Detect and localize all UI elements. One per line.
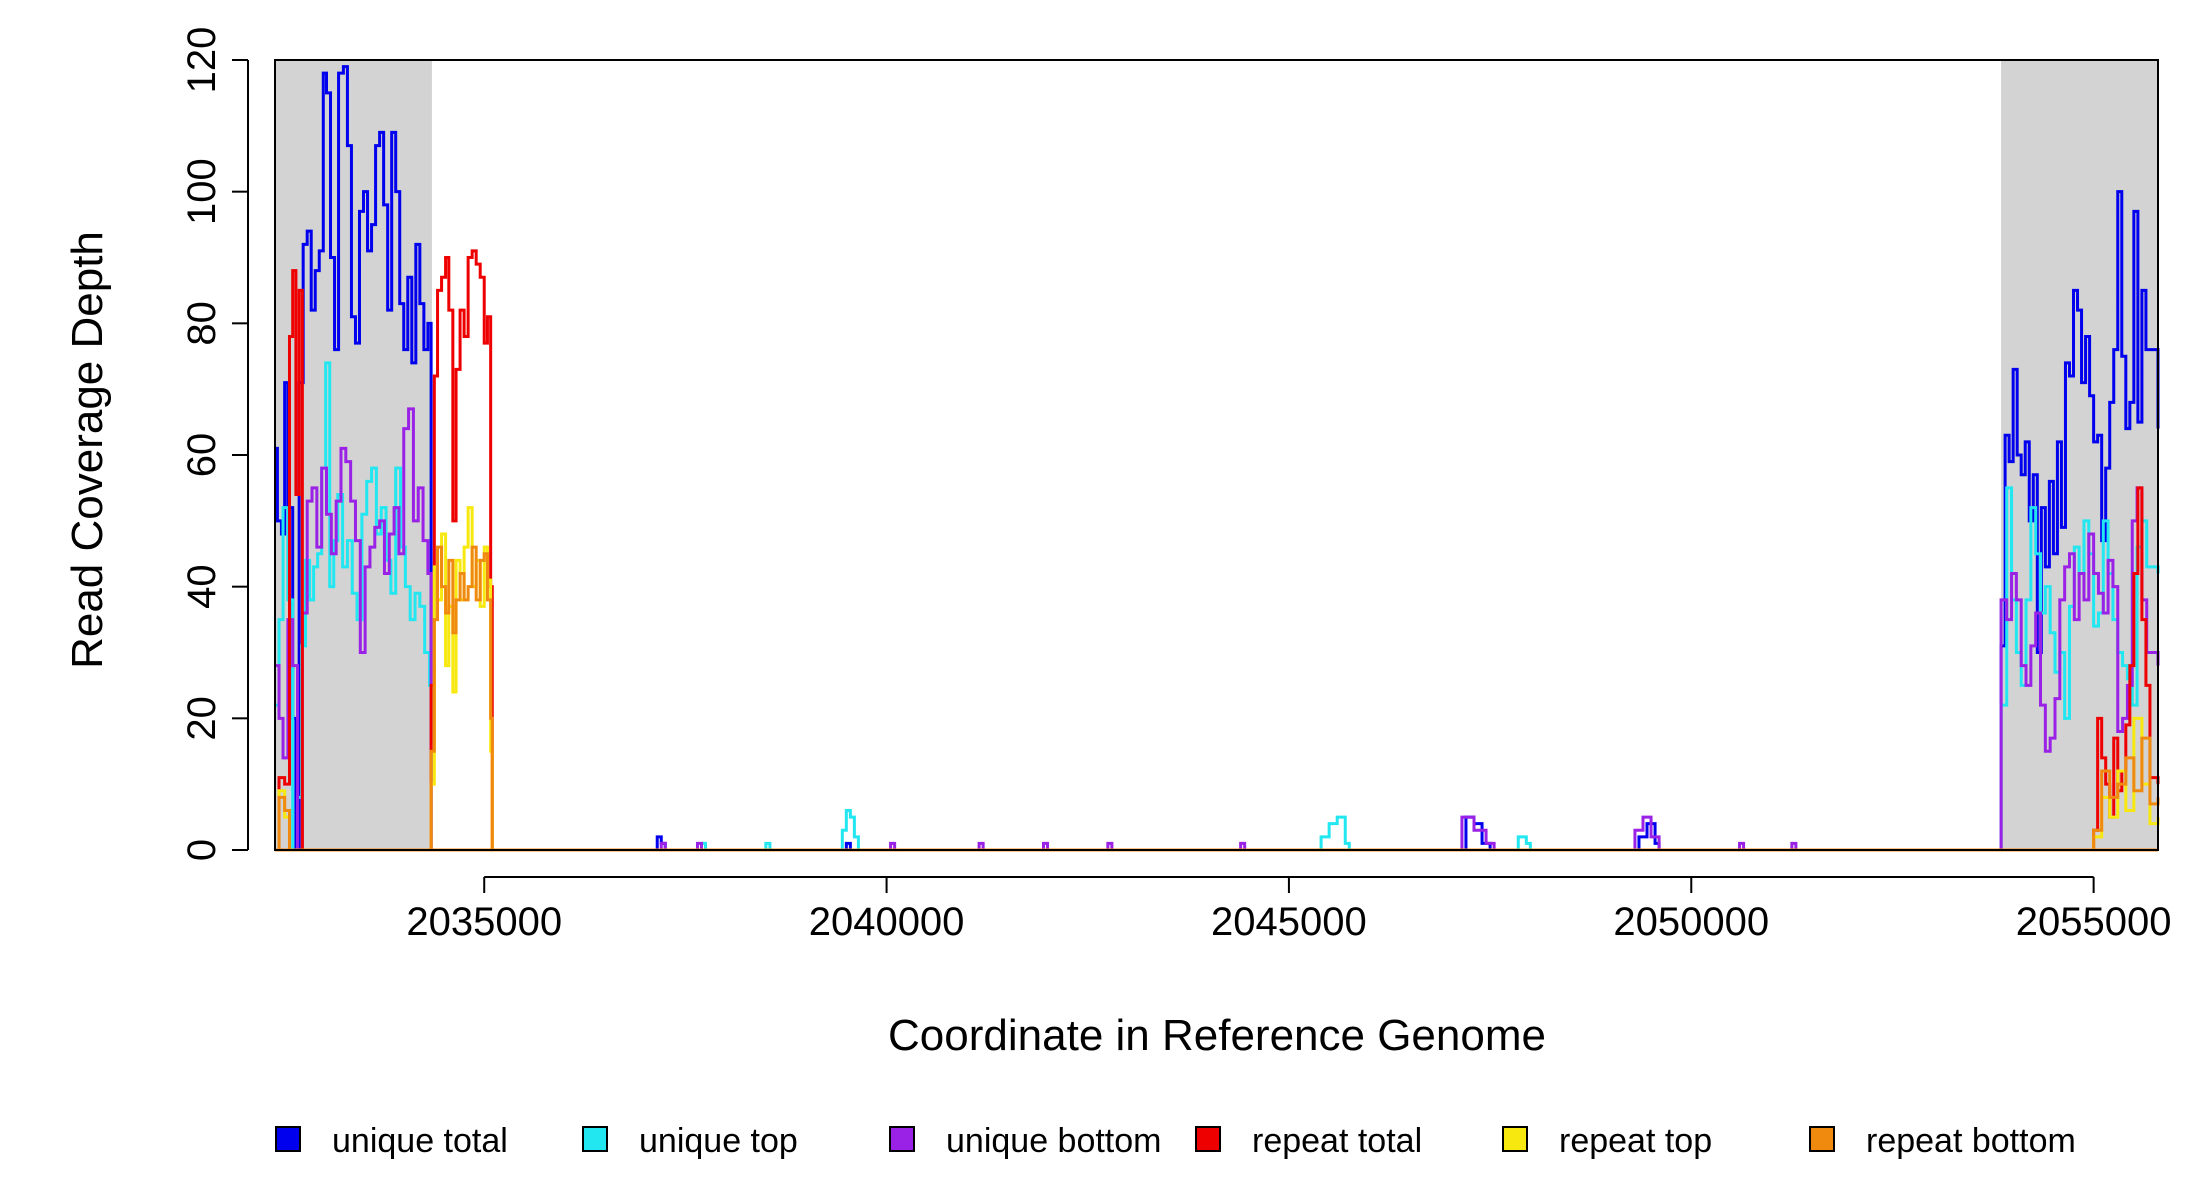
y-tick-label: 80 xyxy=(180,301,224,346)
legend-item-unique-total: unique total xyxy=(275,1122,508,1160)
legend-swatch xyxy=(889,1126,915,1152)
legend-label: unique bottom xyxy=(946,1122,1162,1160)
series-line-unique-total xyxy=(275,65,2160,852)
legend-label: unique total xyxy=(332,1122,508,1160)
legend-swatch xyxy=(1502,1126,1528,1152)
legend-swatch xyxy=(582,1126,608,1152)
x-tick-label: 2040000 xyxy=(809,900,965,944)
y-axis: 0 20 40 60 80 100 120 xyxy=(180,27,249,861)
legend-item-repeat-top: repeat top xyxy=(1502,1122,1712,1160)
series-line-unique-top xyxy=(275,361,2160,852)
legend-label: repeat top xyxy=(1559,1122,1712,1160)
legend-label: repeat bottom xyxy=(1866,1122,2076,1160)
y-tick-label: 0 xyxy=(180,839,224,861)
legend-item-unique-top: unique top xyxy=(582,1122,798,1160)
series-line-repeat-top xyxy=(275,506,2160,852)
x-tick-label: 2055000 xyxy=(2016,900,2172,944)
x-tick-label: 2050000 xyxy=(1613,900,1769,944)
y-axis-title: Read Coverage Depth xyxy=(63,231,112,669)
x-tick-label: 2035000 xyxy=(406,900,562,944)
series-lines xyxy=(275,65,2160,852)
legend-item-unique-bottom: unique bottom xyxy=(889,1122,1162,1160)
legend-label: repeat total xyxy=(1252,1122,1422,1160)
y-tick-label: 60 xyxy=(180,433,224,478)
series-line-repeat-total xyxy=(275,249,2160,852)
y-tick-label: 100 xyxy=(180,158,224,225)
y-tick-label: 40 xyxy=(180,564,224,609)
legend-swatch xyxy=(1809,1126,1835,1152)
legend-item-repeat-total: repeat total xyxy=(1195,1122,1422,1160)
x-tick-label: 2045000 xyxy=(1211,900,1367,944)
y-tick-label: 20 xyxy=(180,696,224,741)
series-line-unique-bottom xyxy=(275,407,2160,852)
x-axis-title: Coordinate in Reference Genome xyxy=(888,1011,1546,1060)
legend: unique total unique top unique bottom repea… xyxy=(275,1122,2076,1160)
shaded-region-1 xyxy=(2001,60,2158,850)
legend-item-repeat-bottom: repeat bottom xyxy=(1809,1122,2076,1160)
legend-swatch xyxy=(275,1126,301,1152)
y-tick-label: 120 xyxy=(180,27,224,94)
series-line-repeat-bottom xyxy=(275,545,2160,852)
plot-frame xyxy=(274,59,2159,851)
x-axis: 2035000 2040000 2045000 2050000 2055000 xyxy=(406,876,2172,944)
legend-label: unique top xyxy=(639,1122,798,1160)
legend-swatch xyxy=(1195,1126,1221,1152)
shaded-regions xyxy=(275,60,2158,850)
